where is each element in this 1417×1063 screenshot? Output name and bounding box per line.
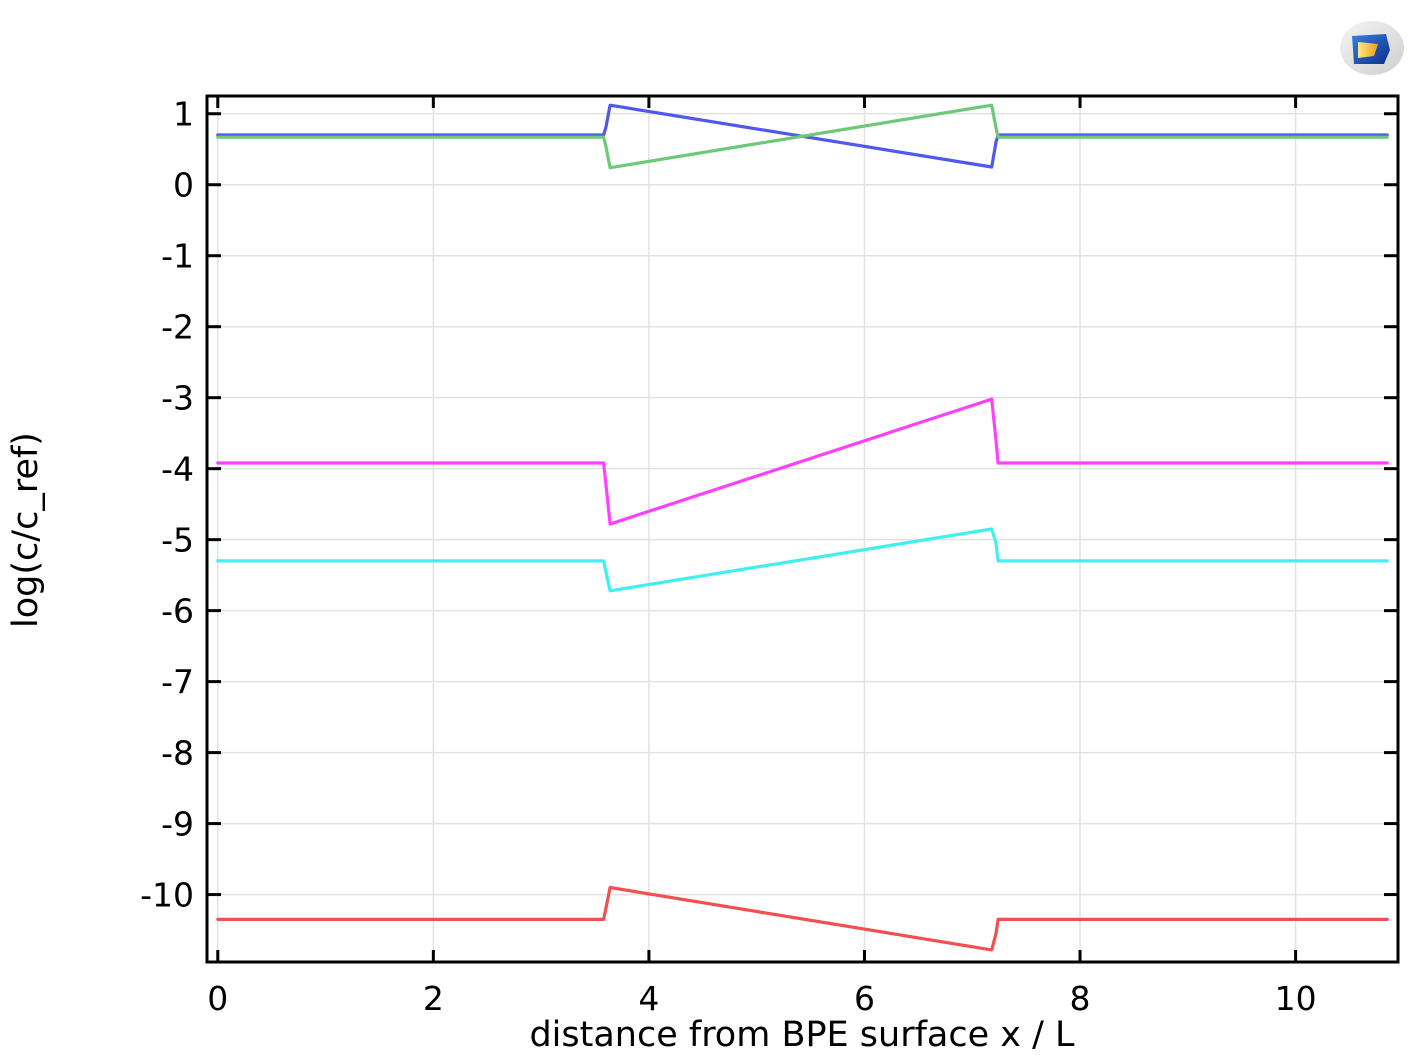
y-tick-label: -5 (161, 521, 194, 560)
y-tick-label: 0 (173, 166, 194, 205)
y-tick-label: -8 (161, 734, 194, 773)
y-tick-label: -3 (161, 379, 194, 418)
plot-frame (205, 94, 1400, 964)
x-tick-label: 8 (1070, 979, 1091, 1018)
y-tick-label: -1 (161, 237, 194, 276)
y-tick-label: -9 (161, 805, 194, 844)
y-tick-label: -6 (161, 592, 194, 631)
x-tick-label: 10 (1275, 979, 1317, 1018)
series-line-4 (216, 527, 1389, 593)
y-tick-label: -10 (140, 876, 194, 915)
tick-marks (207, 96, 1398, 962)
series-group (216, 103, 1389, 952)
x-tick-label: 4 (638, 979, 659, 1018)
x-tick-label: 6 (854, 979, 875, 1018)
y-tick-label: 1 (173, 95, 194, 134)
series-line-3 (216, 397, 1389, 526)
series-line-2 (216, 103, 1389, 170)
y-tick-label: -4 (161, 450, 194, 489)
series-line-5 (216, 885, 1389, 952)
x-tick-label: 0 (207, 979, 228, 1018)
x-tick-label: 2 (423, 979, 444, 1018)
y-axis-title: log(c/c_ref) (6, 432, 46, 628)
app-logo-icon (1340, 21, 1404, 75)
x-axis-title: distance from BPE surface x / L (529, 1015, 1075, 1055)
grid-lines (207, 96, 1398, 962)
y-tick-label: -2 (161, 308, 194, 347)
y-tick-label: -7 (161, 663, 194, 702)
